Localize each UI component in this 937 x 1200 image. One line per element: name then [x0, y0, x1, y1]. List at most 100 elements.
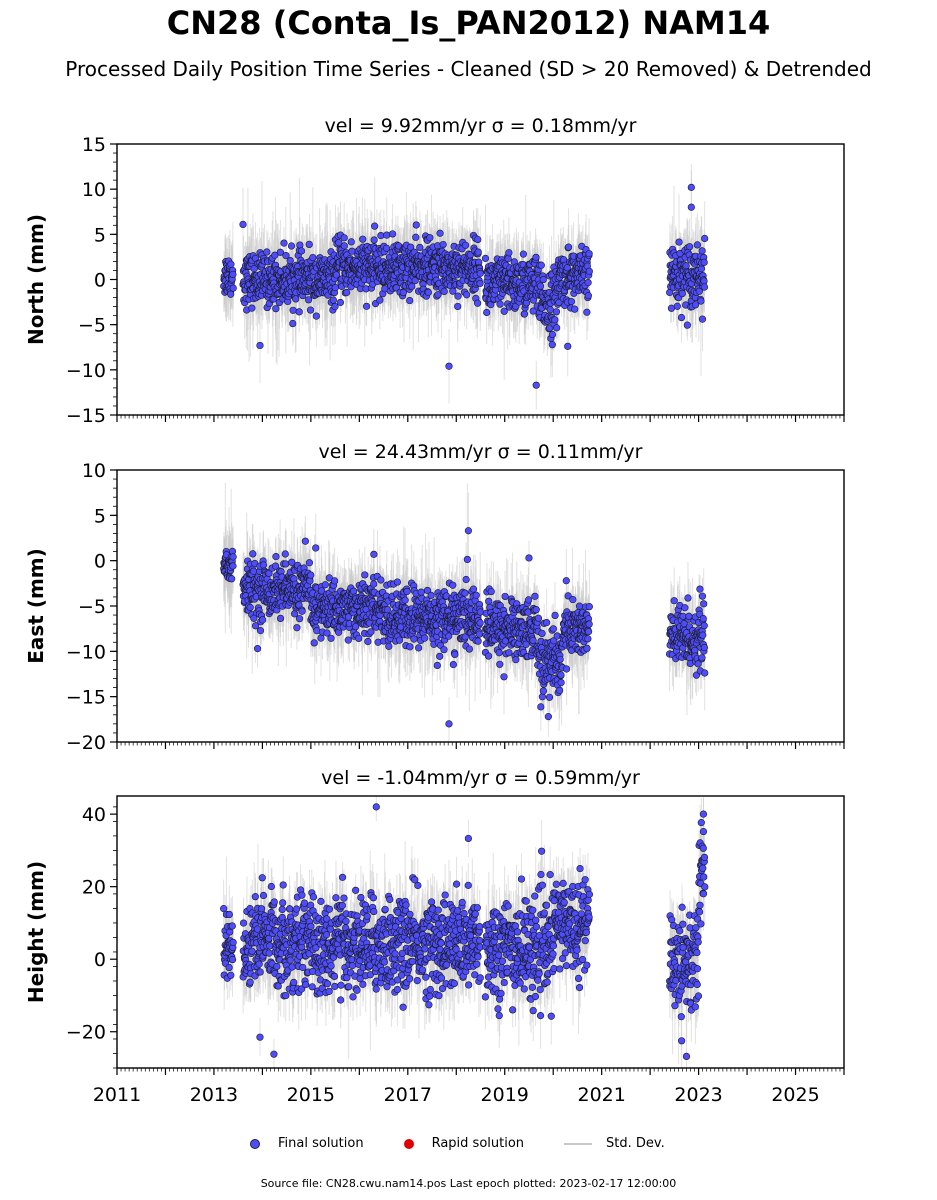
- data-point: [519, 250, 527, 258]
- data-point: [504, 254, 512, 263]
- data-point: [412, 233, 420, 241]
- data-point: [436, 229, 444, 237]
- data-point: [276, 248, 285, 256]
- data-point: [474, 299, 482, 307]
- data-point: [276, 614, 285, 622]
- data-point: [686, 243, 694, 251]
- data-point: [306, 306, 315, 314]
- data-point: [426, 234, 434, 242]
- data-point: [505, 249, 513, 257]
- ytick-label: 10: [82, 179, 106, 201]
- data-point: [229, 284, 237, 292]
- data-point: [297, 247, 306, 255]
- data-point: [412, 221, 420, 229]
- data-point: [548, 341, 556, 349]
- panel-title-east: vel = 24.43mm/yr σ = 0.11mm/yr: [319, 441, 643, 463]
- data-point: [256, 341, 264, 350]
- data-point: [227, 260, 235, 268]
- data-point: [263, 248, 271, 256]
- data-point: [332, 271, 341, 279]
- data-point: [476, 279, 484, 288]
- data-point: [406, 296, 414, 305]
- data-layer-north: [220, 164, 709, 410]
- data-point: [701, 234, 709, 243]
- data-point: [248, 304, 256, 312]
- data-point: [700, 258, 708, 266]
- data-point: [454, 292, 462, 300]
- data-point: [340, 242, 348, 250]
- ytick-label: 15: [82, 134, 106, 156]
- data-point: [250, 614, 258, 622]
- data-point: [271, 562, 280, 570]
- data-layer-east: [220, 482, 709, 742]
- data-point: [265, 569, 273, 577]
- data-point: [532, 381, 540, 389]
- data-point: [227, 290, 235, 298]
- data-point: [700, 277, 708, 285]
- data-point: [439, 240, 447, 249]
- data-point: [683, 321, 691, 329]
- data-point: [411, 277, 419, 285]
- data-point: [343, 288, 351, 297]
- data-point: [675, 238, 683, 246]
- data-point: [434, 291, 442, 299]
- data-point: [474, 248, 482, 256]
- data-point: [256, 627, 265, 635]
- data-point: [677, 313, 686, 322]
- data-point: [228, 575, 236, 583]
- data-point: [370, 236, 378, 244]
- ytick-label: −5: [78, 315, 106, 337]
- data-point: [340, 234, 348, 242]
- data-point: [305, 240, 313, 249]
- data-point: [571, 305, 579, 313]
- data-point: [463, 291, 471, 299]
- data-point: [258, 616, 267, 624]
- data-point: [249, 550, 257, 558]
- data-point: [584, 278, 592, 287]
- data-point: [377, 231, 385, 240]
- data-point: [335, 239, 343, 247]
- data-point: [229, 553, 237, 561]
- data-point: [331, 303, 339, 311]
- data-point: [359, 235, 367, 243]
- data-point: [388, 230, 397, 238]
- data-point: [564, 243, 573, 251]
- data-point: [537, 261, 545, 269]
- data-point: [239, 220, 247, 228]
- data-point: [476, 269, 484, 277]
- data-point: [416, 243, 424, 252]
- data-point: [424, 288, 432, 296]
- panel-title-north: vel = 9.92mm/yr σ = 0.18mm/yr: [325, 115, 637, 137]
- data-point: [539, 275, 547, 284]
- points-north: [220, 183, 709, 389]
- data-point: [445, 362, 453, 370]
- data-point: [693, 241, 701, 249]
- data-point: [304, 296, 313, 304]
- data-point: [296, 241, 304, 249]
- data-point: [584, 292, 592, 300]
- data-point: [687, 183, 695, 191]
- data-point: [691, 301, 700, 309]
- data-point: [259, 561, 268, 569]
- data-point: [371, 222, 379, 230]
- data-point: [271, 251, 279, 259]
- data-point: [564, 342, 572, 350]
- data-point: [329, 296, 337, 304]
- data-point: [408, 282, 416, 291]
- data-point: [347, 238, 355, 246]
- data-point: [272, 305, 280, 313]
- data-point: [280, 239, 288, 247]
- data-point: [687, 203, 695, 211]
- data-point: [682, 262, 690, 270]
- ytick-label: 0: [94, 270, 106, 292]
- data-point: [331, 284, 339, 292]
- data-point: [697, 297, 705, 305]
- data-point: [520, 310, 529, 318]
- data-point: [695, 287, 703, 295]
- data-point: [249, 567, 258, 575]
- data-point: [552, 308, 561, 316]
- data-point: [272, 552, 280, 561]
